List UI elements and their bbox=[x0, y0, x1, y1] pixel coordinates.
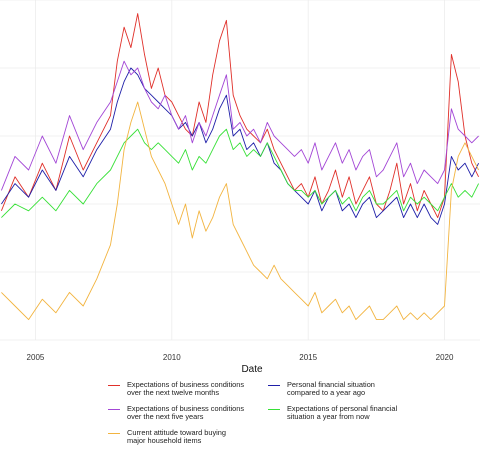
x-tick-label: 2005 bbox=[27, 353, 45, 362]
legend-label: Expectations of business conditions over… bbox=[127, 380, 245, 398]
legend-item: Current attitude toward buying major hou… bbox=[108, 427, 268, 446]
series-line-1 bbox=[0, 13, 480, 219]
x-tick-label: 2010 bbox=[163, 353, 181, 362]
legend-item: Expectations of personal financial situa… bbox=[268, 403, 428, 422]
x-tick-label: 2015 bbox=[299, 353, 317, 362]
series-lines bbox=[0, 13, 480, 321]
line-chart: 2005 2010 2015 2020 Date bbox=[0, 0, 480, 375]
legend-item: Personal financial situation compared to… bbox=[268, 380, 428, 398]
series-line-3 bbox=[0, 60, 479, 191]
x-axis-title: Date bbox=[241, 364, 263, 375]
series-line-2 bbox=[1, 67, 480, 225]
legend-label: Personal financial situation compared to… bbox=[287, 380, 375, 398]
legend-item: Expectations of business conditions over… bbox=[108, 380, 268, 398]
legend-item: Expectations of business conditions over… bbox=[108, 403, 268, 422]
legend-swatch bbox=[108, 408, 120, 410]
legend: Expectations of business conditions over… bbox=[108, 380, 428, 446]
legend-swatch bbox=[268, 385, 280, 386]
legend-label: Expectations of personal financial situa… bbox=[287, 403, 398, 422]
legend-label: Current attitude toward buying major hou… bbox=[127, 427, 227, 446]
x-tick-label: 2020 bbox=[436, 353, 454, 362]
series-line-5 bbox=[1, 101, 480, 321]
legend-swatch bbox=[108, 432, 120, 434]
grid-lines bbox=[0, 0, 480, 341]
legend-swatch bbox=[268, 408, 280, 410]
legend-swatch bbox=[108, 385, 120, 386]
legend-label: Expectations of business conditions over… bbox=[127, 403, 245, 422]
x-axis-ticks: 2005 2010 2015 2020 bbox=[27, 353, 454, 362]
